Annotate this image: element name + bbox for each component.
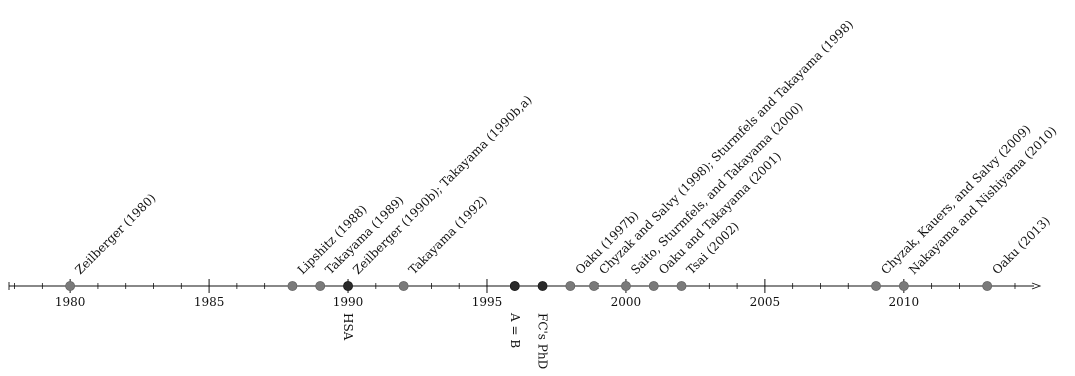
event-dot	[565, 281, 576, 291]
year-tick-label: 1995	[472, 295, 503, 309]
year-tick-label: 2005	[750, 295, 781, 309]
event-layer: Zeilberger (1980) Lipshitz (1988)Takayama…	[65, 17, 1059, 291]
axis-layer: 1980 1985 1990 1995 2000 2005 2010	[8, 279, 1042, 309]
event-label: Zeilberger (1980)	[72, 191, 158, 277]
year-tick-label: 1985	[194, 295, 225, 309]
milestone-layer: HSA A = B FC's PhD	[341, 281, 550, 369]
event-dot	[65, 281, 76, 291]
event-dot	[315, 281, 326, 291]
timeline-arrowhead	[1031, 282, 1042, 290]
event-label: Nakayama and Nishiyama (2010)	[906, 124, 1059, 277]
milestone-dot	[343, 281, 353, 291]
event-dot	[398, 281, 409, 291]
event-dot	[589, 281, 599, 291]
event-dot	[982, 281, 993, 291]
milestone-dot	[509, 281, 520, 291]
event-dot	[676, 281, 687, 291]
year-tick-label: 2010	[889, 295, 920, 309]
event-dot	[621, 281, 631, 291]
event-dot	[871, 281, 881, 291]
year-tick-label: 2000	[611, 295, 642, 309]
event-dot	[898, 281, 909, 291]
milestone-label: A = B	[508, 312, 522, 348]
milestone-label: FC's PhD	[536, 313, 550, 369]
event-dot	[648, 281, 659, 291]
year-tick-label: 1990	[333, 295, 364, 309]
milestone-label: HSA	[341, 313, 355, 341]
milestone-dot	[537, 281, 548, 291]
event-label: Oaku (2013)	[989, 214, 1052, 277]
event-label: Oaku and Takayama (2001)	[656, 149, 784, 277]
year-tick-label: 1980	[55, 295, 86, 309]
event-dot	[287, 281, 298, 291]
